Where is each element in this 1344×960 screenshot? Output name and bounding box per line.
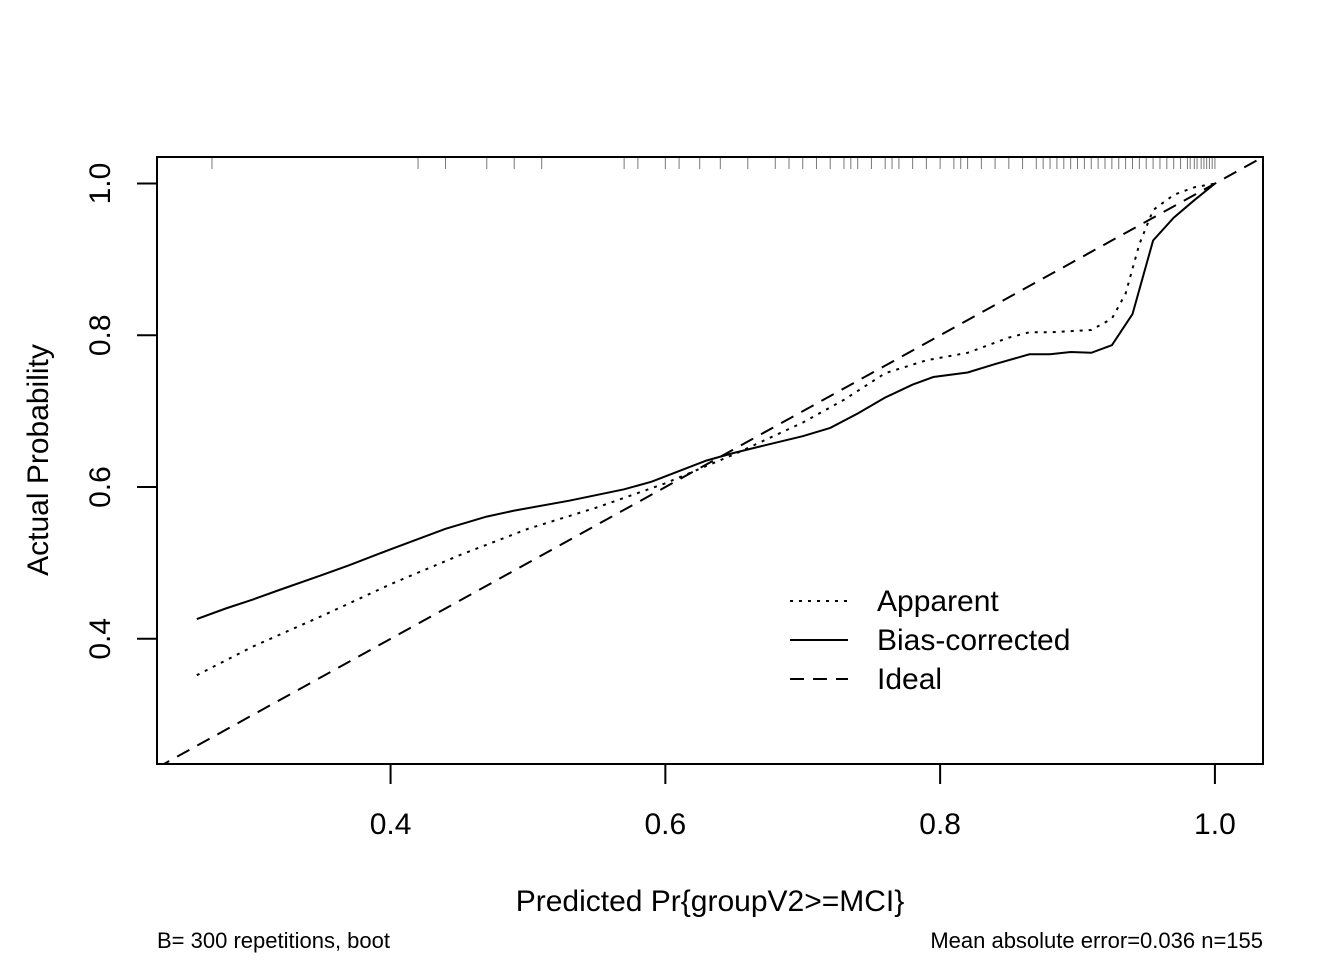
legend-label: Bias-corrected [877,624,1070,657]
y-tick-label: 0.6 [84,466,117,508]
x-tick-label: 0.8 [919,808,961,841]
y-axis-label: Actual Probability [22,344,55,576]
y-tick-label: 0.8 [84,314,117,356]
y-tick-label: 1.0 [84,163,117,205]
x-tick-label: 0.4 [370,808,412,841]
x-tick-label: 1.0 [1194,808,1236,841]
plot-frame [156,156,1264,765]
x-axis-label: Predicted Pr{groupV2>=MCI} [516,885,905,918]
series-line-bias-corrected [196,182,1216,621]
y-axis: 0.4 0.6 0.8 1.0 [84,163,157,660]
x-tick-label: 0.6 [644,808,686,841]
legend-label: Ideal [877,663,942,696]
footnote-left: B= 300 repetitions, boot [157,928,390,953]
series-layer [161,157,1263,764]
footnote-right: Mean absolute error=0.036 n=155 [930,928,1263,953]
x-axis: 0.4 0.6 0.8 1.0 [370,764,1236,841]
y-tick-label: 0.4 [84,618,117,660]
series-line-apparent [196,182,1216,677]
legend: Apparent Bias-corrected Ideal [790,585,1070,696]
series-line-ideal [161,157,1263,764]
rug-marks [211,157,1216,169]
legend-label: Apparent [877,585,999,618]
